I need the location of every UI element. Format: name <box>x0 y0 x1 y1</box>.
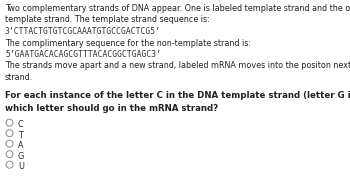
Text: template strand. The template strand sequence is:: template strand. The template strand seq… <box>5 16 210 24</box>
Text: 5’GAATGACACAGCGTTTACACGGCTGAGC3’: 5’GAATGACACAGCGTTTACACGGCTGAGC3’ <box>5 50 161 59</box>
Text: The complimentary sequence for the non-template strand is:: The complimentary sequence for the non-t… <box>5 38 251 48</box>
Text: U: U <box>18 162 24 171</box>
Text: Two complementary strands of DNA appear. One is labeled template strand and the : Two complementary strands of DNA appear.… <box>5 4 350 13</box>
Text: T: T <box>18 131 23 140</box>
Text: For each instance of the letter C in the DNA template strand (letter G in the no: For each instance of the letter C in the… <box>5 91 350 100</box>
Text: 3’CTTACTGTGTCGCAAATGTGCCGACTCG5’: 3’CTTACTGTGTCGCAAATGTGCCGACTCG5’ <box>5 27 161 36</box>
Text: C: C <box>18 120 24 129</box>
Text: The strands move apart and a new strand, labeled mRNA moves into the positon nex: The strands move apart and a new strand,… <box>5 61 350 70</box>
Text: A: A <box>18 141 23 150</box>
Text: which letter should go in the mRNA strand?: which letter should go in the mRNA stran… <box>5 104 218 113</box>
Text: G: G <box>18 152 24 161</box>
Text: strand.: strand. <box>5 73 33 82</box>
